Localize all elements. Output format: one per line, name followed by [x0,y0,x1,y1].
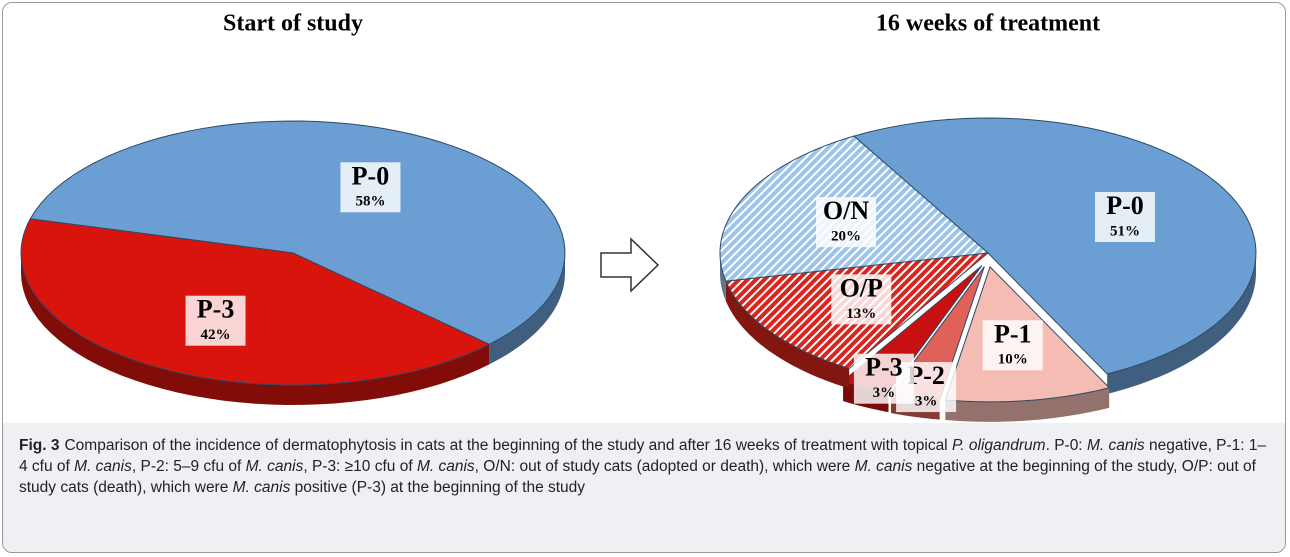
caption-text: , O/N: out of study cats (adopted or dea… [474,458,855,475]
slice-label: P-0 [1106,191,1144,220]
label-box [340,162,401,213]
slice [20,218,491,405]
caption-text: negative at the beginning of the study, … [19,458,1256,496]
caption-text: M. canis [1086,437,1145,454]
caption-text: M. canis [854,458,913,475]
chart: Start of study 16 weeks of treatment P-0… [20,11,1257,422]
slice-label: O/N [823,196,869,225]
caption-text: . P-0: [1045,437,1087,454]
slice-label: P-0 [352,161,390,190]
slice-side [720,253,726,302]
value-label: 20% [831,229,861,245]
caption-text: M. canis [416,458,475,475]
caption-text: negative, P-1: 1–4 cfu of [19,437,1267,475]
slice-label: P-3 [865,353,903,382]
value-label: 3% [915,393,938,409]
chart-title: 16 weeks of treatment [876,11,1100,37]
caption-text: M. canis [245,458,304,475]
value-label: 51% [1110,223,1140,239]
label-box [1094,191,1155,242]
caption-text: , P-3: ≥10 cfu of [303,458,417,475]
slice-label: P-1 [994,319,1032,348]
caption-text: positive (P-3) at the beginning of the s… [290,479,586,496]
caption: Fig. 3 Comparison of the incidence of der… [3,423,1285,552]
slice-side [21,253,490,405]
chart-title: Start of study [223,11,363,37]
slice-top [20,218,491,386]
caption-label: Fig. 3 [19,437,60,454]
slice-side [1107,253,1256,394]
slice-side [489,253,565,365]
slice [29,120,566,365]
label-box [815,197,876,248]
slice [852,117,1257,394]
caption-text: Comparison of the incidence of dermatoph… [64,437,952,454]
slice-label: P-3 [197,295,235,324]
value-label: 13% [846,306,876,322]
slice-side [725,281,850,389]
caption-text: M. canis [232,479,291,496]
label-box [185,295,246,346]
arrow [600,237,660,293]
value-label: 58% [355,194,385,210]
label-box [831,274,892,325]
value-label: 10% [998,352,1028,368]
slice-label: O/P [840,273,883,302]
slice-top [852,117,1257,375]
slice-top [29,120,566,345]
label-box [982,320,1043,371]
label-box [853,353,914,404]
caption-text: M. canis [74,458,132,475]
caption-text: P. oligandrum [951,437,1046,454]
caption-text: , P-2: 5–9 cfu of [131,458,246,475]
value-label: 42% [201,327,231,343]
value-label: 3% [873,385,896,401]
